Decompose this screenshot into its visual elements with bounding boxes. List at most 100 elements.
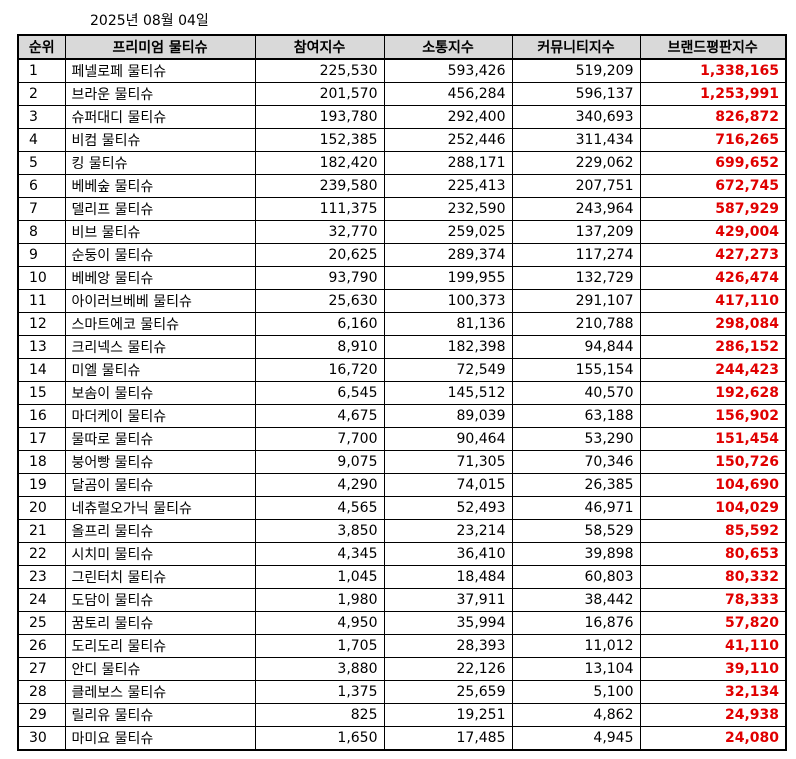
cell-reputation: 426,474 bbox=[639, 266, 787, 290]
cell-communication: 199,955 bbox=[383, 266, 513, 290]
cell-reputation: 286,152 bbox=[639, 335, 787, 359]
cell-rank: 13 bbox=[17, 335, 66, 359]
table-row: 27 안디 물티슈 3,880 22,126 13,104 39,110 bbox=[17, 657, 787, 681]
table-row: 25 꿈토리 물티슈 4,950 35,994 16,876 57,820 bbox=[17, 611, 787, 635]
cell-rank: 28 bbox=[17, 680, 66, 704]
table-row: 8 비브 물티슈 32,770 259,025 137,209 429,004 bbox=[17, 220, 787, 244]
cell-community: 38,442 bbox=[511, 588, 641, 612]
cell-community: 26,385 bbox=[511, 473, 641, 497]
table-row: 7 델리프 물티슈 111,375 232,590 243,964 587,929 bbox=[17, 197, 787, 221]
cell-brand-name: 붕어빵 물티슈 bbox=[64, 450, 256, 474]
cell-participation: 111,375 bbox=[254, 197, 385, 221]
cell-brand-name: 크리넥스 물티슈 bbox=[64, 335, 256, 359]
cell-communication: 37,911 bbox=[383, 588, 513, 612]
cell-participation: 4,345 bbox=[254, 542, 385, 566]
cell-communication: 52,493 bbox=[383, 496, 513, 520]
cell-reputation: 151,454 bbox=[639, 427, 787, 451]
cell-community: 53,290 bbox=[511, 427, 641, 451]
table-header-row: 순위 프리미엄 물티슈 참여지수 소통지수 커뮤니티지수 브랜드평판지수 bbox=[17, 34, 787, 60]
cell-reputation: 429,004 bbox=[639, 220, 787, 244]
cell-communication: 17,485 bbox=[383, 726, 513, 751]
cell-community: 46,971 bbox=[511, 496, 641, 520]
cell-brand-name: 스마트에코 물티슈 bbox=[64, 312, 256, 336]
cell-community: 63,188 bbox=[511, 404, 641, 428]
cell-rank: 17 bbox=[17, 427, 66, 451]
cell-participation: 20,625 bbox=[254, 243, 385, 267]
cell-rank: 16 bbox=[17, 404, 66, 428]
table-row: 28 클레보스 물티슈 1,375 25,659 5,100 32,134 bbox=[17, 680, 787, 704]
cell-communication: 25,659 bbox=[383, 680, 513, 704]
cell-brand-name: 델리프 물티슈 bbox=[64, 197, 256, 221]
cell-participation: 8,910 bbox=[254, 335, 385, 359]
cell-rank: 15 bbox=[17, 381, 66, 405]
cell-brand-name: 마더케이 물티슈 bbox=[64, 404, 256, 428]
cell-reputation: 1,338,165 bbox=[639, 58, 787, 83]
cell-reputation: 85,592 bbox=[639, 519, 787, 543]
cell-brand-name: 슈퍼대디 물티슈 bbox=[64, 105, 256, 129]
cell-reputation: 192,628 bbox=[639, 381, 787, 405]
cell-reputation: 298,084 bbox=[639, 312, 787, 336]
cell-rank: 11 bbox=[17, 289, 66, 313]
cell-communication: 81,136 bbox=[383, 312, 513, 336]
cell-rank: 3 bbox=[17, 105, 66, 129]
cell-brand-name: 페넬로페 물티슈 bbox=[64, 58, 256, 83]
cell-participation: 3,880 bbox=[254, 657, 385, 681]
table-row: 22 시치미 물티슈 4,345 36,410 39,898 80,653 bbox=[17, 542, 787, 566]
cell-community: 39,898 bbox=[511, 542, 641, 566]
header-reputation: 브랜드평판지수 bbox=[639, 34, 787, 60]
cell-rank: 26 bbox=[17, 634, 66, 658]
cell-community: 291,107 bbox=[511, 289, 641, 313]
cell-brand-name: 베베숲 물티슈 bbox=[64, 174, 256, 198]
cell-brand-name: 클레보스 물티슈 bbox=[64, 680, 256, 704]
cell-brand-name: 킹 물티슈 bbox=[64, 151, 256, 175]
cell-reputation: 104,690 bbox=[639, 473, 787, 497]
header-community: 커뮤니티지수 bbox=[511, 34, 641, 60]
cell-community: 60,803 bbox=[511, 565, 641, 589]
cell-communication: 89,039 bbox=[383, 404, 513, 428]
cell-community: 11,012 bbox=[511, 634, 641, 658]
cell-reputation: 41,110 bbox=[639, 634, 787, 658]
cell-rank: 7 bbox=[17, 197, 66, 221]
table-row: 11 아이러브베베 물티슈 25,630 100,373 291,107 417,110 bbox=[17, 289, 787, 313]
cell-community: 207,751 bbox=[511, 174, 641, 198]
cell-communication: 23,214 bbox=[383, 519, 513, 543]
cell-brand-name: 마미요 물티슈 bbox=[64, 726, 256, 751]
cell-brand-name: 비컴 물티슈 bbox=[64, 128, 256, 152]
cell-participation: 4,565 bbox=[254, 496, 385, 520]
cell-communication: 232,590 bbox=[383, 197, 513, 221]
cell-brand-name: 도담이 물티슈 bbox=[64, 588, 256, 612]
table-row: 23 그린터치 물티슈 1,045 18,484 60,803 80,332 bbox=[17, 565, 787, 589]
cell-communication: 593,426 bbox=[383, 58, 513, 83]
cell-rank: 2 bbox=[17, 82, 66, 106]
cell-community: 519,209 bbox=[511, 58, 641, 83]
cell-rank: 29 bbox=[17, 703, 66, 727]
cell-reputation: 32,134 bbox=[639, 680, 787, 704]
cell-communication: 19,251 bbox=[383, 703, 513, 727]
cell-participation: 4,675 bbox=[254, 404, 385, 428]
cell-rank: 1 bbox=[17, 58, 66, 83]
cell-participation: 152,385 bbox=[254, 128, 385, 152]
table-row: 29 릴리유 물티슈 825 19,251 4,862 24,938 bbox=[17, 703, 787, 727]
cell-participation: 32,770 bbox=[254, 220, 385, 244]
cell-brand-name: 아이러브베베 물티슈 bbox=[64, 289, 256, 313]
cell-brand-name: 안디 물티슈 bbox=[64, 657, 256, 681]
cell-communication: 182,398 bbox=[383, 335, 513, 359]
table-row: 20 네츄럴오가닉 물티슈 4,565 52,493 46,971 104,029 bbox=[17, 496, 787, 520]
cell-brand-name: 올프리 물티슈 bbox=[64, 519, 256, 543]
cell-community: 70,346 bbox=[511, 450, 641, 474]
table-row: 26 도리도리 물티슈 1,705 28,393 11,012 41,110 bbox=[17, 634, 787, 658]
table-row: 6 베베숲 물티슈 239,580 225,413 207,751 672,745 bbox=[17, 174, 787, 198]
cell-brand-name: 그린터치 물티슈 bbox=[64, 565, 256, 589]
cell-community: 5,100 bbox=[511, 680, 641, 704]
cell-reputation: 699,652 bbox=[639, 151, 787, 175]
cell-brand-name: 꿈토리 물티슈 bbox=[64, 611, 256, 635]
cell-communication: 259,025 bbox=[383, 220, 513, 244]
cell-rank: 24 bbox=[17, 588, 66, 612]
cell-communication: 18,484 bbox=[383, 565, 513, 589]
cell-community: 596,137 bbox=[511, 82, 641, 106]
table-row: 12 스마트에코 물티슈 6,160 81,136 210,788 298,084 bbox=[17, 312, 787, 336]
cell-communication: 35,994 bbox=[383, 611, 513, 635]
cell-brand-name: 브라운 물티슈 bbox=[64, 82, 256, 106]
table-row: 19 달곰이 물티슈 4,290 74,015 26,385 104,690 bbox=[17, 473, 787, 497]
cell-communication: 292,400 bbox=[383, 105, 513, 129]
